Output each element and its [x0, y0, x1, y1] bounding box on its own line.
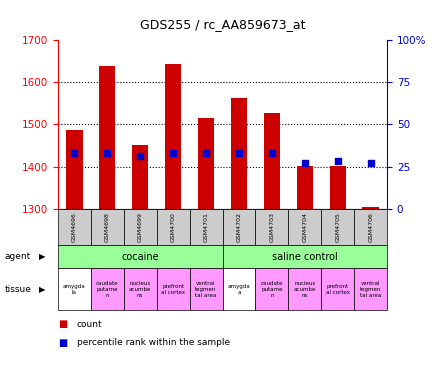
Bar: [99, 66, 116, 209]
Text: caudate
putame
n: caudate putame n: [261, 281, 283, 298]
Text: GSM4702: GSM4702: [236, 212, 242, 242]
Point: [367, 160, 374, 166]
Text: GSM4703: GSM4703: [269, 212, 275, 242]
Point: [268, 150, 275, 156]
Bar: [231, 98, 247, 209]
Point: [104, 150, 111, 156]
Text: percentile rank within the sample: percentile rank within the sample: [77, 338, 230, 347]
Bar: [198, 118, 214, 209]
Point: [202, 150, 210, 156]
Text: GSM4700: GSM4700: [170, 212, 176, 242]
Text: ▶: ▶: [39, 252, 46, 261]
Bar: [264, 113, 280, 209]
Text: GSM4701: GSM4701: [203, 212, 209, 242]
Point: [137, 153, 144, 159]
Text: prefront
al cortex: prefront al cortex: [161, 284, 185, 295]
Text: count: count: [77, 320, 102, 329]
Text: GSM4696: GSM4696: [72, 212, 77, 242]
Bar: [330, 166, 346, 209]
Text: ■: ■: [58, 319, 67, 329]
Text: caudate
putame
n: caudate putame n: [96, 281, 118, 298]
Bar: [66, 130, 83, 209]
Text: cocaine: cocaine: [121, 252, 159, 262]
Text: GDS255 / rc_AA859673_at: GDS255 / rc_AA859673_at: [140, 18, 305, 31]
Text: ■: ■: [58, 337, 67, 348]
Text: ▶: ▶: [39, 285, 46, 294]
Text: agent: agent: [4, 252, 31, 261]
Point: [170, 150, 177, 156]
Point: [301, 160, 308, 166]
Bar: [165, 64, 182, 209]
Text: GSM4705: GSM4705: [335, 212, 340, 242]
Text: tissue: tissue: [4, 285, 31, 294]
Point: [235, 150, 243, 156]
Text: GSM4699: GSM4699: [138, 212, 143, 242]
Text: GSM4706: GSM4706: [368, 212, 373, 242]
Text: prefront
al cortex: prefront al cortex: [326, 284, 350, 295]
Text: GSM4698: GSM4698: [105, 212, 110, 242]
Text: ventral
tegmen
tal area: ventral tegmen tal area: [195, 281, 217, 298]
Text: saline control: saline control: [272, 252, 338, 262]
Bar: [296, 166, 313, 209]
Bar: [362, 206, 379, 209]
Bar: [132, 145, 149, 209]
Text: ventral
tegmen
tal area: ventral tegmen tal area: [360, 281, 381, 298]
Point: [71, 150, 78, 156]
Point: [334, 158, 341, 164]
Text: nucleus
acumbe
ns: nucleus acumbe ns: [294, 281, 316, 298]
Text: nucleus
acumbe
ns: nucleus acumbe ns: [129, 281, 151, 298]
Text: amygda
a: amygda a: [227, 284, 251, 295]
Text: GSM4704: GSM4704: [302, 212, 307, 242]
Text: amygda
la: amygda la: [63, 284, 86, 295]
